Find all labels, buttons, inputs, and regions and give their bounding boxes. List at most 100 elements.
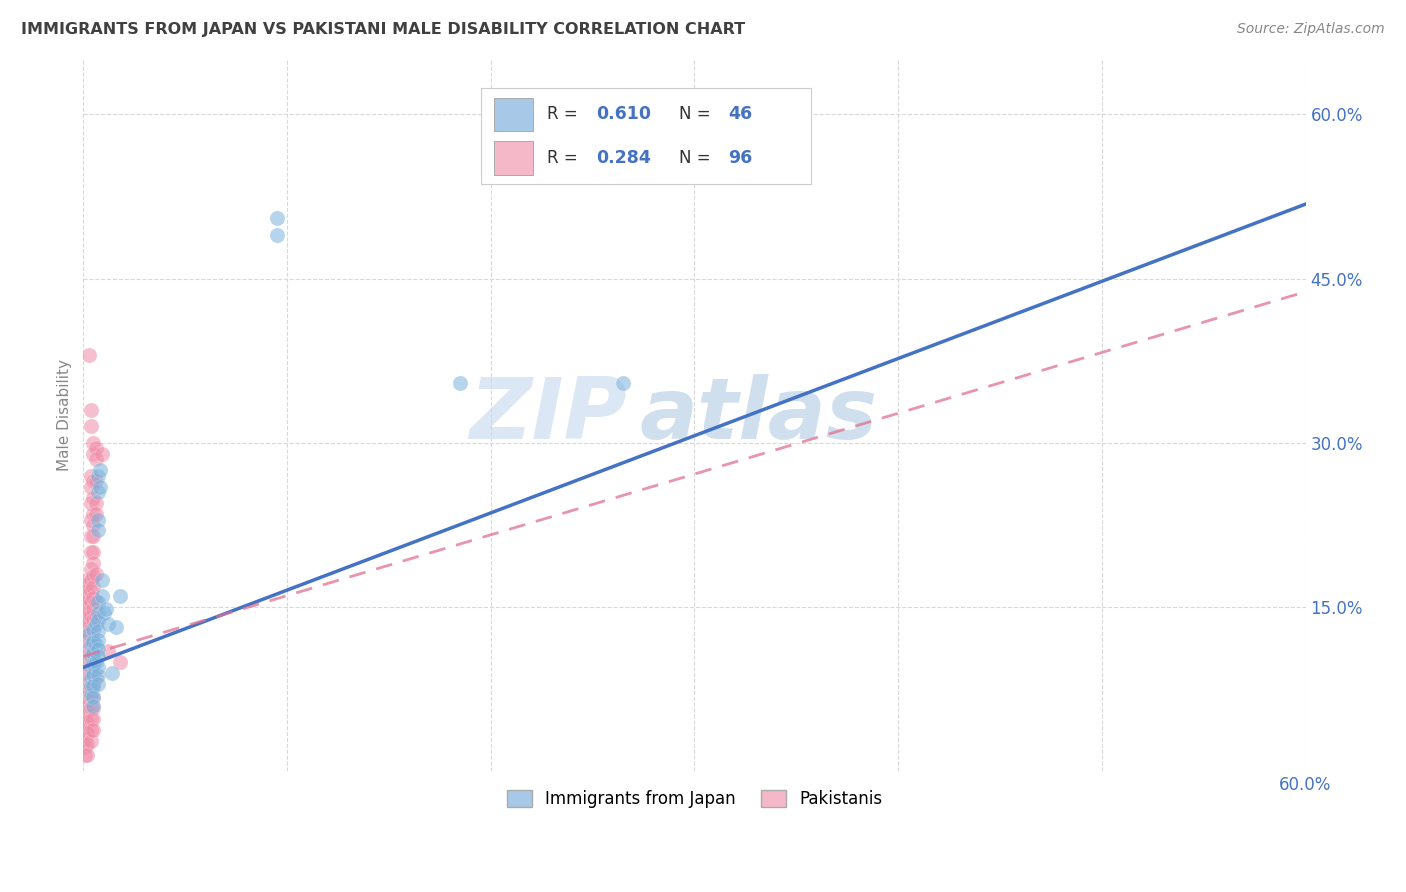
Point bbox=[82, 701, 104, 715]
Point bbox=[86, 632, 108, 647]
Point bbox=[89, 463, 111, 477]
Point bbox=[80, 723, 103, 737]
Point bbox=[75, 723, 97, 737]
Point bbox=[86, 613, 108, 627]
Point bbox=[82, 698, 104, 713]
Point bbox=[75, 632, 97, 647]
Point bbox=[86, 606, 108, 620]
Point bbox=[75, 641, 97, 656]
Point bbox=[82, 679, 104, 693]
Point bbox=[82, 690, 104, 704]
Point bbox=[84, 616, 107, 631]
Point bbox=[97, 644, 120, 658]
Point bbox=[75, 747, 97, 762]
Point bbox=[76, 715, 98, 730]
Point bbox=[449, 376, 471, 390]
Point bbox=[75, 578, 97, 592]
Point bbox=[80, 657, 103, 671]
Point bbox=[84, 496, 107, 510]
Point bbox=[93, 606, 115, 620]
Point bbox=[84, 567, 107, 582]
Point bbox=[75, 622, 97, 636]
Point bbox=[82, 690, 104, 704]
Point bbox=[82, 581, 104, 595]
Point bbox=[76, 616, 98, 631]
Point bbox=[82, 474, 104, 488]
Point bbox=[80, 512, 103, 526]
Point bbox=[76, 573, 98, 587]
Point bbox=[80, 480, 103, 494]
Text: IMMIGRANTS FROM JAPAN VS PAKISTANI MALE DISABILITY CORRELATION CHART: IMMIGRANTS FROM JAPAN VS PAKISTANI MALE … bbox=[21, 22, 745, 37]
Point bbox=[79, 348, 101, 362]
Point bbox=[266, 211, 288, 226]
Point bbox=[86, 512, 108, 526]
Point bbox=[75, 600, 97, 615]
Point bbox=[80, 562, 103, 576]
Point bbox=[82, 507, 104, 521]
Point bbox=[75, 682, 97, 697]
Point bbox=[76, 649, 98, 664]
Point bbox=[76, 671, 98, 685]
Point bbox=[80, 646, 103, 660]
Point bbox=[79, 627, 101, 641]
Point bbox=[82, 657, 104, 671]
Point bbox=[86, 524, 108, 538]
Point bbox=[76, 606, 98, 620]
Point bbox=[84, 594, 107, 608]
Point bbox=[80, 545, 103, 559]
Point bbox=[86, 594, 108, 608]
Point bbox=[82, 591, 104, 606]
Point bbox=[75, 690, 97, 704]
Point bbox=[80, 635, 103, 649]
Point bbox=[80, 679, 103, 693]
Point bbox=[82, 657, 104, 671]
Point bbox=[82, 435, 104, 450]
Point bbox=[76, 693, 98, 707]
Point bbox=[80, 733, 103, 747]
Point bbox=[80, 701, 103, 715]
Point bbox=[82, 518, 104, 533]
Point bbox=[84, 611, 107, 625]
Point bbox=[76, 682, 98, 697]
Point bbox=[82, 545, 104, 559]
Point bbox=[80, 690, 103, 704]
Point bbox=[75, 649, 97, 664]
Point bbox=[75, 707, 97, 722]
Y-axis label: Male Disability: Male Disability bbox=[58, 359, 72, 472]
Point bbox=[82, 602, 104, 616]
Point bbox=[76, 627, 98, 641]
Point bbox=[82, 668, 104, 682]
Point bbox=[82, 491, 104, 505]
Point bbox=[80, 529, 103, 543]
Point bbox=[80, 649, 103, 664]
Point bbox=[108, 655, 131, 669]
Point bbox=[84, 507, 107, 521]
Point bbox=[90, 447, 112, 461]
Point bbox=[80, 419, 103, 434]
Text: atlas: atlas bbox=[640, 374, 877, 457]
Point bbox=[75, 611, 97, 625]
Point bbox=[76, 747, 98, 762]
Point bbox=[86, 624, 108, 639]
Point bbox=[80, 671, 103, 685]
Point bbox=[82, 668, 104, 682]
Point bbox=[82, 557, 104, 571]
Point bbox=[104, 620, 127, 634]
Point bbox=[82, 613, 104, 627]
Point bbox=[76, 594, 98, 608]
Point bbox=[82, 622, 104, 636]
Point bbox=[84, 639, 107, 653]
Point bbox=[84, 474, 107, 488]
Point bbox=[80, 712, 103, 726]
Legend: Immigrants from Japan, Pakistanis: Immigrants from Japan, Pakistanis bbox=[498, 781, 890, 816]
Point bbox=[84, 655, 107, 669]
Point bbox=[86, 641, 108, 656]
Point bbox=[82, 712, 104, 726]
Point bbox=[80, 660, 103, 674]
Point bbox=[82, 569, 104, 583]
Point bbox=[75, 731, 97, 746]
Point bbox=[80, 668, 103, 682]
Point bbox=[75, 657, 97, 671]
Point bbox=[80, 608, 103, 623]
Point bbox=[82, 447, 104, 461]
